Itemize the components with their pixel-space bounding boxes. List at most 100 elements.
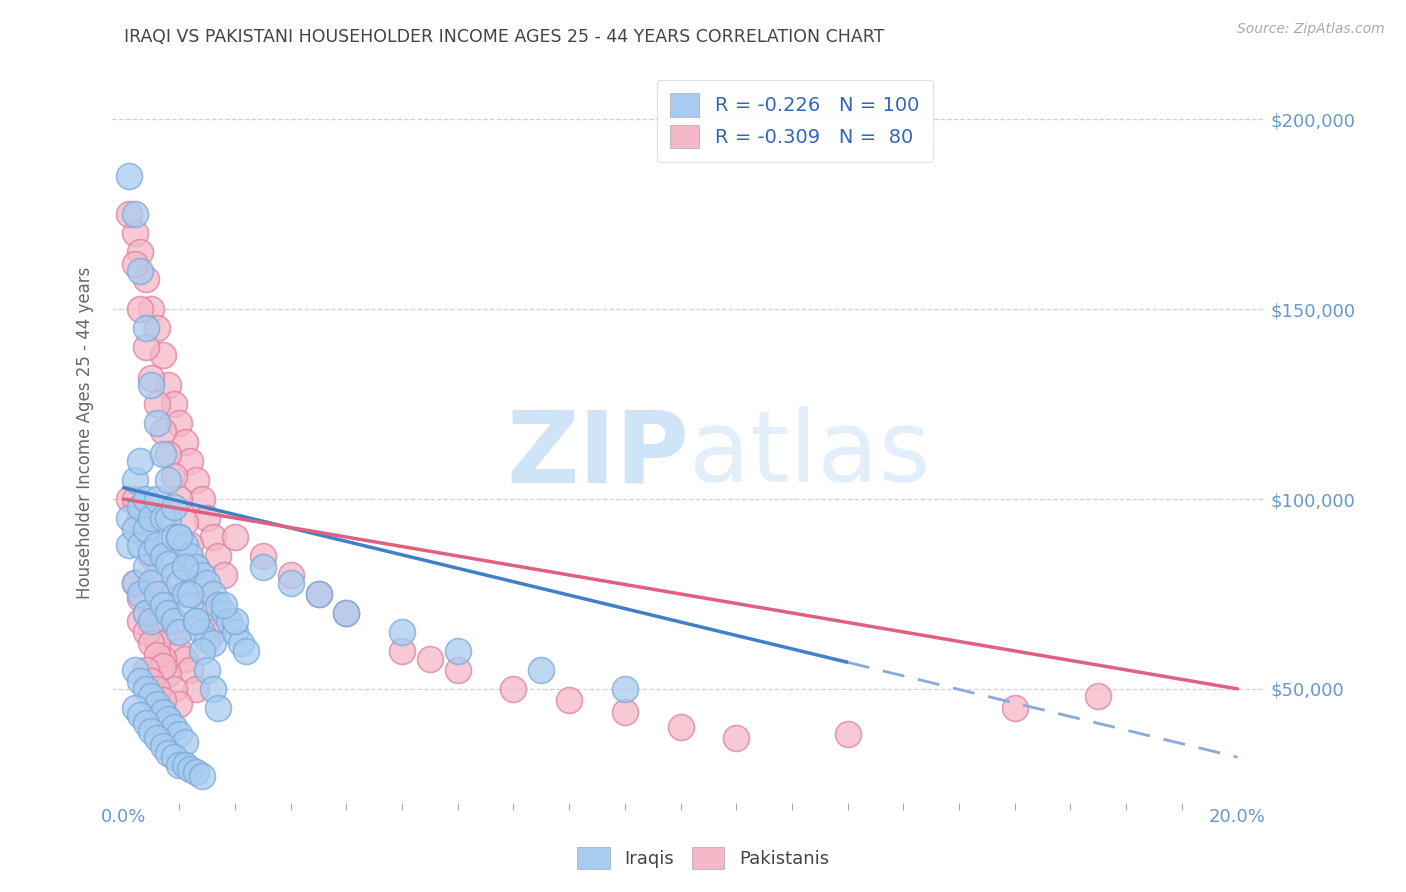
Point bbox=[169, 530, 191, 544]
Point bbox=[157, 606, 180, 620]
Point bbox=[391, 624, 413, 639]
Point bbox=[135, 606, 157, 620]
Point bbox=[173, 757, 195, 772]
Point bbox=[135, 321, 157, 335]
Legend: Iraqis, Pakistanis: Iraqis, Pakistanis bbox=[568, 838, 838, 879]
Point bbox=[146, 587, 169, 601]
Point bbox=[163, 624, 186, 639]
Point bbox=[124, 473, 146, 487]
Point bbox=[613, 705, 636, 719]
Point bbox=[135, 523, 157, 537]
Point bbox=[184, 614, 207, 628]
Point bbox=[157, 557, 180, 571]
Point bbox=[184, 681, 207, 696]
Point bbox=[173, 735, 195, 749]
Point bbox=[207, 599, 229, 613]
Point bbox=[669, 720, 692, 734]
Point bbox=[558, 693, 581, 707]
Point bbox=[201, 624, 224, 639]
Point bbox=[163, 568, 186, 582]
Text: Source: ZipAtlas.com: Source: ZipAtlas.com bbox=[1237, 22, 1385, 37]
Point bbox=[169, 624, 191, 639]
Point bbox=[179, 454, 201, 468]
Text: IRAQI VS PAKISTANI HOUSEHOLDER INCOME AGES 25 - 44 YEARS CORRELATION CHART: IRAQI VS PAKISTANI HOUSEHOLDER INCOME AG… bbox=[124, 28, 884, 45]
Point bbox=[163, 750, 186, 764]
Point bbox=[195, 663, 218, 677]
Point bbox=[141, 545, 163, 559]
Point bbox=[447, 644, 470, 658]
Point bbox=[173, 651, 195, 665]
Point bbox=[169, 644, 191, 658]
Point bbox=[229, 636, 252, 650]
Point bbox=[190, 583, 212, 598]
Point bbox=[152, 348, 174, 362]
Point bbox=[173, 587, 195, 601]
Point bbox=[124, 575, 146, 590]
Point bbox=[169, 416, 191, 430]
Point bbox=[195, 575, 218, 590]
Point bbox=[124, 575, 146, 590]
Point bbox=[135, 530, 157, 544]
Point bbox=[141, 690, 163, 704]
Point bbox=[129, 511, 152, 525]
Point bbox=[141, 575, 163, 590]
Point bbox=[152, 549, 174, 563]
Point bbox=[179, 549, 201, 563]
Point bbox=[212, 568, 235, 582]
Point bbox=[146, 731, 169, 746]
Point bbox=[146, 697, 169, 711]
Point bbox=[1087, 690, 1109, 704]
Point bbox=[235, 644, 257, 658]
Point bbox=[179, 762, 201, 776]
Point bbox=[124, 207, 146, 221]
Point bbox=[157, 606, 180, 620]
Point bbox=[146, 416, 169, 430]
Point bbox=[152, 424, 174, 438]
Point bbox=[335, 606, 357, 620]
Point bbox=[129, 591, 152, 605]
Point bbox=[124, 227, 146, 241]
Point bbox=[419, 651, 441, 665]
Point bbox=[152, 511, 174, 525]
Point bbox=[184, 473, 207, 487]
Point bbox=[124, 523, 146, 537]
Point bbox=[212, 606, 235, 620]
Point bbox=[173, 560, 195, 574]
Point bbox=[152, 693, 174, 707]
Point bbox=[152, 599, 174, 613]
Point bbox=[146, 491, 169, 506]
Point bbox=[195, 511, 218, 525]
Point bbox=[135, 606, 157, 620]
Point bbox=[190, 568, 212, 582]
Point bbox=[135, 663, 157, 677]
Point bbox=[124, 663, 146, 677]
Point bbox=[152, 705, 174, 719]
Point bbox=[141, 302, 163, 317]
Point bbox=[212, 599, 235, 613]
Point bbox=[218, 614, 240, 628]
Point bbox=[146, 636, 169, 650]
Point bbox=[152, 446, 174, 460]
Point bbox=[129, 264, 152, 278]
Point bbox=[129, 500, 152, 514]
Point bbox=[613, 681, 636, 696]
Point bbox=[141, 511, 163, 525]
Point bbox=[502, 681, 524, 696]
Point bbox=[129, 614, 152, 628]
Point bbox=[135, 560, 157, 574]
Point bbox=[152, 651, 174, 665]
Point bbox=[169, 575, 191, 590]
Point bbox=[135, 340, 157, 354]
Point bbox=[224, 530, 246, 544]
Point bbox=[118, 491, 141, 506]
Point bbox=[135, 491, 157, 506]
Point bbox=[141, 723, 163, 738]
Point bbox=[124, 257, 146, 271]
Point bbox=[190, 644, 212, 658]
Point bbox=[141, 370, 163, 384]
Point bbox=[173, 515, 195, 529]
Point bbox=[224, 614, 246, 628]
Point bbox=[252, 560, 274, 574]
Point bbox=[201, 681, 224, 696]
Point bbox=[163, 397, 186, 411]
